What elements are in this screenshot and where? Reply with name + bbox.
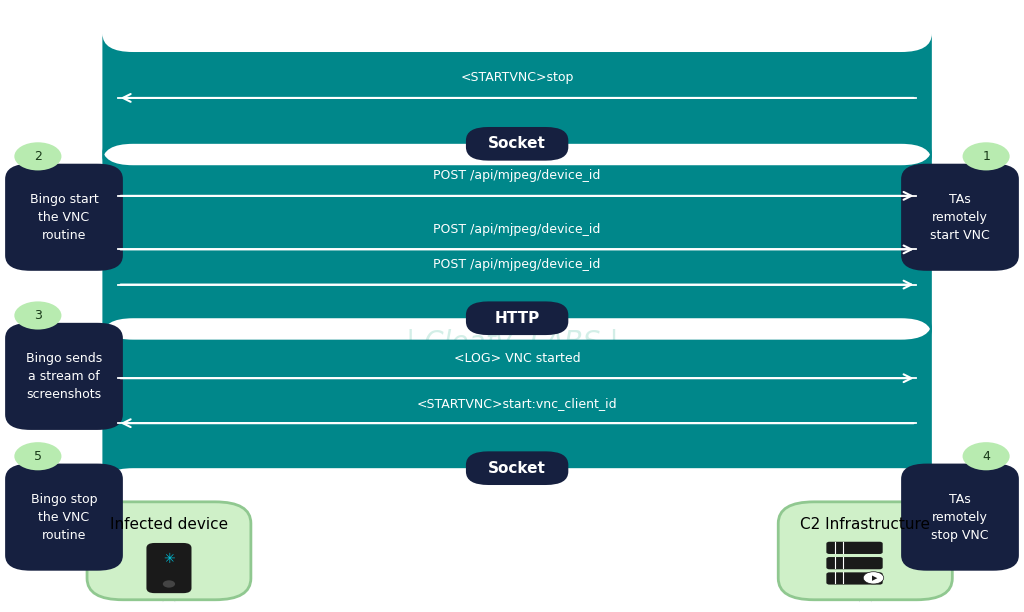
Text: 4: 4	[982, 450, 990, 463]
FancyBboxPatch shape	[5, 164, 123, 271]
Text: <LOG> VNC started: <LOG> VNC started	[454, 352, 581, 365]
FancyBboxPatch shape	[901, 464, 1019, 570]
Text: ...: ...	[511, 217, 523, 230]
Text: POST /api/mjpeg/device_id: POST /api/mjpeg/device_id	[433, 223, 601, 236]
Text: Socket: Socket	[488, 136, 546, 151]
FancyBboxPatch shape	[102, 147, 932, 337]
Circle shape	[14, 143, 61, 171]
FancyBboxPatch shape	[826, 572, 883, 584]
FancyBboxPatch shape	[5, 323, 123, 430]
FancyBboxPatch shape	[778, 502, 952, 600]
Text: Bingo start
the VNC
routine: Bingo start the VNC routine	[30, 193, 98, 242]
Text: Socket: Socket	[488, 461, 546, 476]
Text: TAs
remotely
start VNC: TAs remotely start VNC	[930, 193, 990, 242]
Text: ▶: ▶	[871, 575, 878, 581]
FancyBboxPatch shape	[859, 594, 871, 603]
Text: 5: 5	[34, 450, 42, 463]
Circle shape	[14, 301, 61, 329]
Text: <STARTVNC>start:vnc_client_id: <STARTVNC>start:vnc_client_id	[417, 397, 617, 410]
Text: Bingo stop
the VNC
routine: Bingo stop the VNC routine	[31, 493, 97, 542]
FancyBboxPatch shape	[466, 302, 568, 335]
FancyBboxPatch shape	[901, 164, 1019, 271]
FancyBboxPatch shape	[102, 321, 932, 487]
Text: 3: 3	[34, 309, 42, 322]
Text: HTTP: HTTP	[495, 311, 540, 326]
Circle shape	[863, 572, 884, 584]
FancyBboxPatch shape	[826, 542, 883, 554]
Text: TAs
remotely
stop VNC: TAs remotely stop VNC	[931, 493, 989, 542]
FancyBboxPatch shape	[163, 594, 175, 603]
Text: | Cleafy  LABS |: | Cleafy LABS |	[406, 329, 618, 357]
FancyBboxPatch shape	[146, 543, 191, 593]
Text: POST /api/mjpeg/device_id: POST /api/mjpeg/device_id	[433, 170, 601, 182]
Circle shape	[14, 442, 61, 470]
Text: C2 Infrastructure: C2 Infrastructure	[801, 517, 930, 532]
Text: 1: 1	[982, 150, 990, 163]
Circle shape	[963, 442, 1010, 470]
Text: Bingo sends
a stream of
screenshots: Bingo sends a stream of screenshots	[26, 352, 102, 401]
Circle shape	[963, 143, 1010, 171]
Text: <STARTVNC>stop: <STARTVNC>stop	[461, 72, 573, 84]
Text: ✳: ✳	[163, 553, 175, 567]
Text: POST /api/mjpeg/device_id: POST /api/mjpeg/device_id	[433, 258, 601, 271]
Text: 2: 2	[34, 150, 42, 163]
FancyBboxPatch shape	[87, 502, 251, 600]
FancyBboxPatch shape	[826, 557, 883, 569]
FancyBboxPatch shape	[466, 127, 568, 160]
FancyBboxPatch shape	[102, 34, 932, 162]
FancyBboxPatch shape	[466, 452, 568, 485]
Text: Infected device: Infected device	[110, 517, 228, 532]
Circle shape	[163, 580, 175, 588]
FancyBboxPatch shape	[5, 464, 123, 570]
